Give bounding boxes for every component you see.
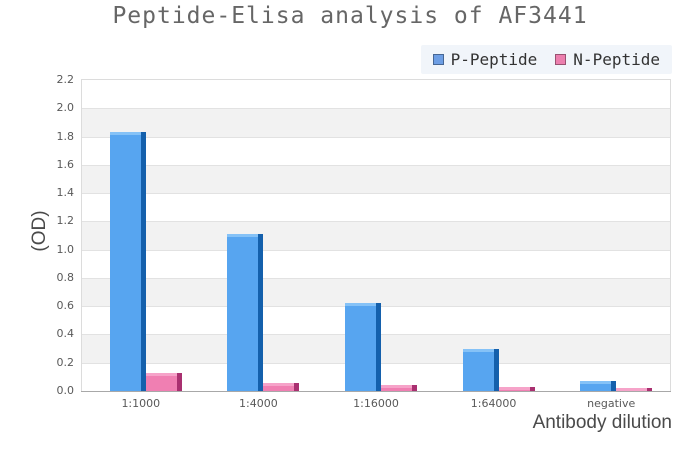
bar-3d-side [294, 382, 300, 391]
bar-3d-side [376, 303, 381, 391]
y-tick-label: 0.0 [56, 384, 75, 397]
bar-3d-top [263, 382, 295, 386]
gridline [82, 277, 670, 279]
gridline [82, 136, 670, 138]
legend-swatch-p-peptide [432, 54, 444, 65]
gridline [82, 164, 670, 166]
bar-n-peptide-negative [616, 388, 653, 391]
gridline [82, 108, 670, 110]
x-axis-title: Antibody dilution [532, 412, 672, 433]
y-tick-label: 0.4 [56, 327, 75, 341]
legend-label: N-Peptide [573, 50, 660, 69]
bar-3d-top [616, 388, 648, 391]
plot-band [82, 249, 670, 278]
gridline [82, 193, 670, 195]
bar-p-peptide-1-1000 [109, 132, 146, 391]
bar-3d-side [140, 132, 146, 391]
plot-band [82, 164, 670, 194]
bar-3d-side [647, 388, 653, 391]
bar-p-peptide-1-64000 [462, 348, 499, 391]
legend-label: P-Peptide [450, 50, 538, 69]
bar-3d-side [258, 234, 264, 391]
plot-area [81, 80, 671, 392]
y-axis-title: (OD) [29, 210, 50, 252]
legend: P-Peptide N-Peptide [420, 45, 672, 74]
x-tick-label-1-1000: 1:1000 [121, 397, 161, 410]
bar-3d-top [381, 385, 412, 389]
x-tick-label-negative: negative [587, 397, 636, 410]
legend-item-p-peptide[interactable]: P-Peptide [432, 50, 538, 69]
y-tick-label: 0.2 [56, 355, 75, 369]
plot-band [82, 221, 670, 250]
legend-item-n-peptide[interactable]: N-Peptide [555, 50, 660, 69]
gridline [82, 249, 670, 251]
bar-n-peptide-1-4000 [263, 382, 300, 391]
y-tick-label: 1.4 [56, 186, 75, 200]
bar-3d-top [227, 234, 259, 238]
bar-3d-side [529, 386, 535, 391]
chart-title: Peptide-Elisa analysis of AF3441 [112, 3, 588, 29]
bar-3d-top [345, 303, 376, 307]
plot-band [82, 193, 670, 222]
bar-3d-side [611, 381, 617, 391]
x-tick-label-1-4000: 1:4000 [239, 397, 278, 410]
x-tick-label-1-16000: 1:16000 [353, 397, 399, 410]
bar-n-peptide-1-16000 [381, 385, 417, 391]
bar-3d-top [109, 132, 141, 136]
legend-swatch-n-peptide [555, 54, 567, 65]
bar-3d-side [412, 385, 417, 391]
plot-band [82, 108, 670, 137]
x-axis-line [81, 391, 671, 392]
y-tick-label: 2.0 [56, 101, 75, 115]
bar-p-peptide-1-4000 [227, 234, 264, 391]
y-tick-label: 1.0 [56, 242, 75, 256]
y-tick-label: 2.2 [56, 73, 75, 86]
y-tick-label: 0.6 [56, 299, 75, 313]
bar-3d-side [493, 348, 499, 391]
plot-band [82, 136, 670, 165]
bar-3d-top [462, 348, 494, 352]
bar-3d-side [176, 372, 182, 391]
bar-p-peptide-1-16000 [345, 303, 381, 391]
gridline [82, 221, 670, 223]
bar-3d-top [580, 381, 612, 385]
plot-band [82, 277, 670, 307]
bar-3d-top [498, 386, 530, 390]
bar-p-peptide-negative [580, 381, 617, 391]
y-tick-label: 1.8 [56, 129, 75, 143]
bar-3d-top [145, 372, 177, 376]
x-tick-label-1-64000: 1:64000 [470, 397, 517, 410]
y-tick-label: 1.2 [56, 214, 75, 228]
bar-n-peptide-1-1000 [145, 372, 182, 391]
bar-n-peptide-1-64000 [498, 386, 535, 391]
y-tick-label: 0.8 [56, 270, 75, 284]
plot-band [82, 80, 670, 109]
y-tick-label: 1.6 [56, 157, 75, 171]
